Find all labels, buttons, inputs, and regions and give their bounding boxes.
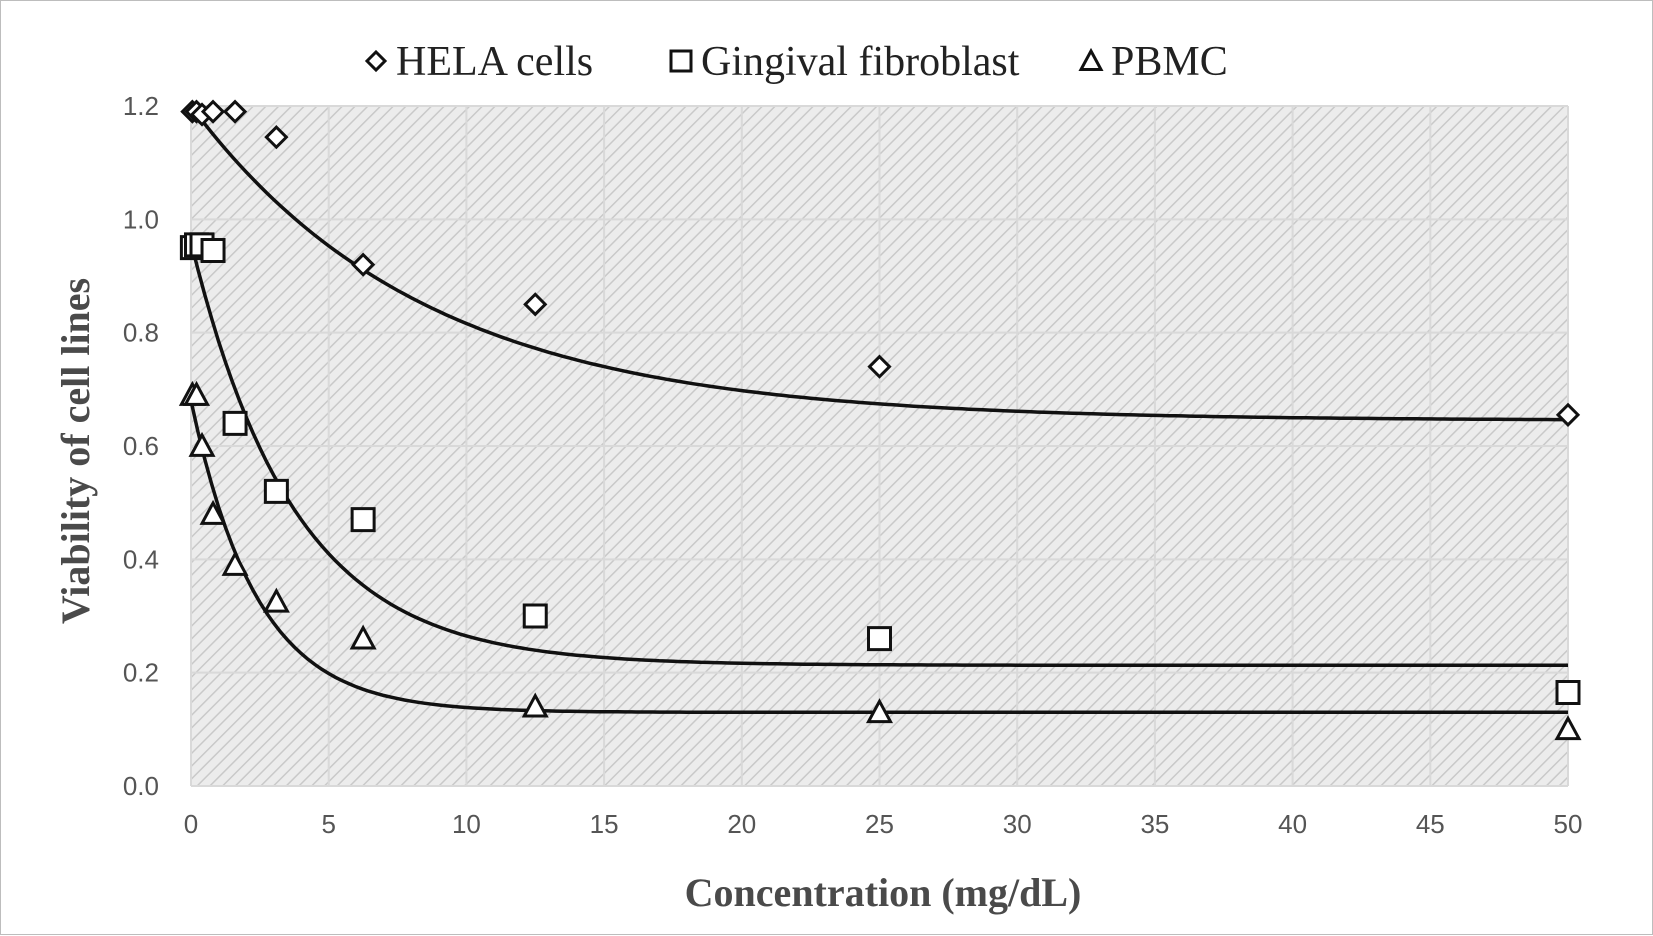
pbmc-legend-marker [1078, 47, 1104, 71]
y-tick-label: 0.8 [123, 318, 159, 348]
hela-cells-point [264, 125, 289, 150]
hela-cells-legend-label: HELA cells [396, 39, 593, 85]
gingival-fibroblast-point [263, 478, 289, 504]
pbmc-point [1554, 715, 1582, 741]
pbmc-point [262, 587, 290, 613]
x-tick-label: 40 [1278, 809, 1307, 839]
gingival-fibroblast-point [522, 603, 548, 629]
gingival-fibroblast-trendline [189, 241, 1568, 668]
gingival-fibroblast-legend-label: Gingival fibroblast [701, 39, 1020, 85]
y-tick-label: 1.0 [123, 204, 159, 234]
pbmc-point [221, 550, 249, 576]
x-tick-label: 50 [1554, 809, 1583, 839]
gingival-fibroblast-point [1555, 680, 1581, 705]
pbmc-point [182, 380, 211, 406]
y-tick-label: 0.4 [123, 544, 159, 574]
gingival-fibroblast-legend-marker [669, 49, 693, 73]
y-tick-label: 1.2 [123, 91, 159, 121]
hela-cells-point [351, 252, 376, 277]
legend: HELA cells Gingival fibroblast PBMC [364, 39, 1228, 85]
pbmc-point [199, 499, 227, 525]
x-tick-label: 20 [727, 809, 756, 839]
x-tick-label: 35 [1140, 809, 1169, 839]
x-tick-label: 15 [590, 809, 619, 839]
x-tick-label: 5 [321, 809, 335, 839]
x-tick-label: 30 [1003, 809, 1032, 839]
hela-cells-point [222, 99, 248, 124]
hela-cells-trendline [189, 104, 1568, 422]
gingival-fibroblast-point [867, 626, 892, 652]
gingival-fibroblast-point [350, 507, 376, 533]
x-tick-label: 25 [865, 809, 894, 839]
gingival-fibroblast-point [200, 238, 226, 263]
pbmc-point [349, 624, 377, 650]
y-axis-title: Viability of cell lines [53, 278, 98, 624]
hela-cells-point [523, 292, 548, 317]
gingival-fibroblast-point [222, 410, 248, 436]
x-axis-title: Concentration (mg/dL) [685, 870, 1082, 915]
hela-cells-legend-marker [364, 49, 388, 73]
hela-cells-point [867, 354, 892, 379]
hela-cells-point [200, 99, 226, 124]
y-tick-label: 0.0 [123, 771, 159, 801]
pbmc-point [521, 692, 549, 718]
pbmc-point [865, 698, 894, 724]
x-tick-label: 10 [452, 809, 481, 839]
y-tick-label: 0.2 [123, 658, 159, 688]
x-tick-label: 0 [184, 809, 198, 839]
pbmc-legend-label: PBMC [1111, 39, 1228, 85]
hela-cells-point [1555, 402, 1581, 427]
x-tick-label: 45 [1416, 809, 1445, 839]
y-tick-label: 0.6 [123, 431, 159, 461]
pbmc-point [188, 431, 216, 457]
